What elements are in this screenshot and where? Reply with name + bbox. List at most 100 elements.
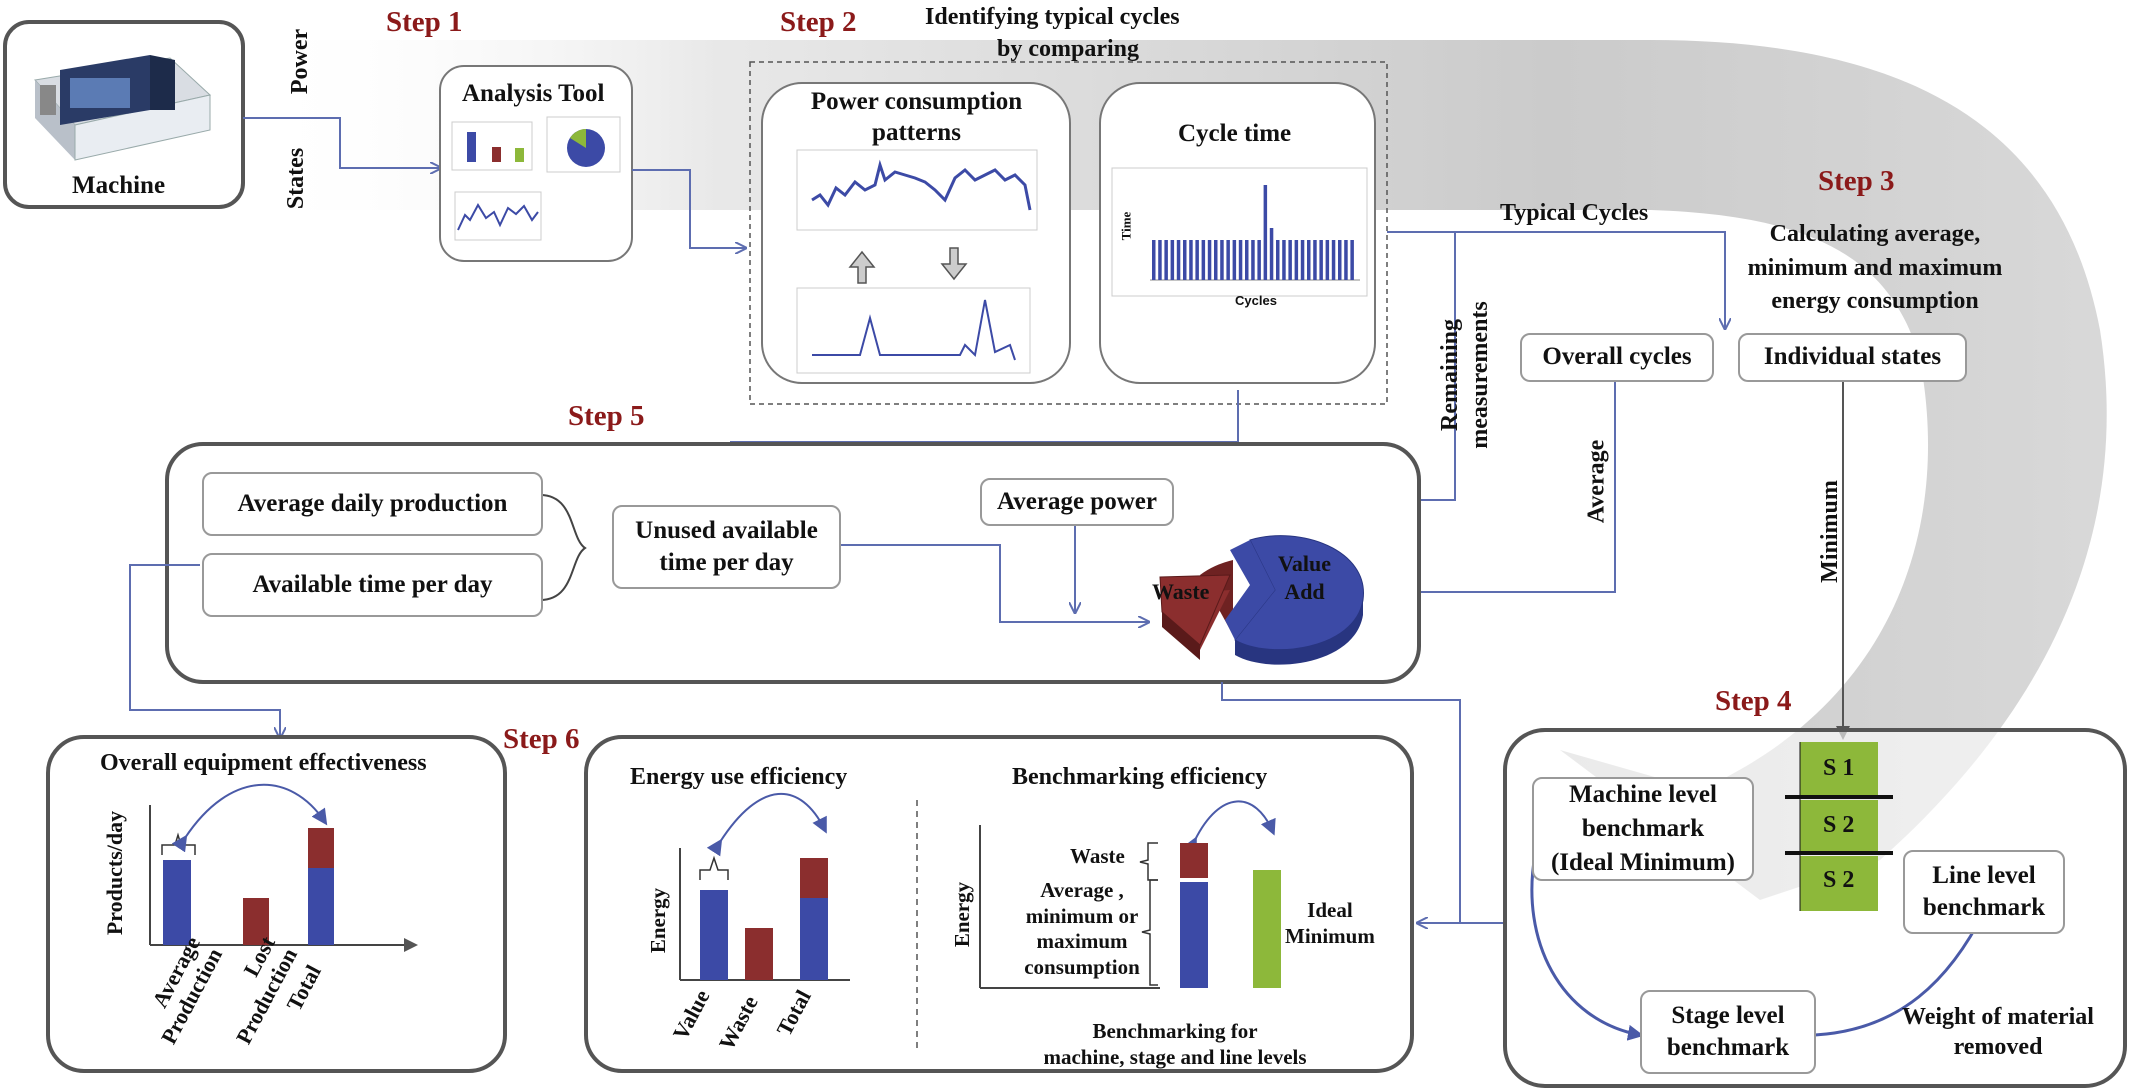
step6-box — [584, 735, 1414, 1073]
energy-bar-total-waste — [800, 858, 828, 898]
cycle-bar-5 — [1176, 240, 1181, 280]
power-title-line2: patterns — [872, 119, 961, 147]
power-consumption-box — [761, 82, 1071, 384]
weight-removed-label: Weight of material removed — [1888, 1002, 2108, 1062]
bench-eff-ylabel: Energy — [950, 881, 975, 948]
average-label: Average — [1583, 439, 1610, 524]
oee-bar-total-value — [308, 868, 334, 945]
oee-title: Overall equipment effectiveness — [100, 750, 427, 776]
unused-time-box: Unused available time per day — [612, 505, 841, 589]
cycle-bar-25 — [1300, 240, 1305, 280]
bench-bar-average — [1180, 882, 1208, 988]
cycle-bar-30 — [1331, 240, 1336, 280]
oee-bar-total-waste — [308, 828, 334, 868]
calc-line3: energy consumption — [1771, 288, 1979, 315]
power-title-line1: Power consumption — [810, 88, 1023, 115]
energy-curved-arrow — [706, 793, 827, 857]
cycle-bar-22 — [1282, 240, 1286, 280]
oee-bar-lost-production — [243, 898, 269, 945]
cycle-bar-12 — [1220, 240, 1224, 280]
step4-label: Step 4 — [1715, 685, 1792, 717]
cycle-bar-29 — [1325, 240, 1330, 280]
calc-line1: Calculating average, — [1769, 221, 1981, 247]
step2-header-line2: by comparing — [997, 36, 1140, 62]
remaining-line2: measurements — [1467, 301, 1493, 449]
step2-label: Step 2 — [780, 6, 857, 38]
weight-line1: Weight of material — [1902, 1004, 2094, 1030]
machine-box — [3, 20, 245, 209]
cycle-time-chart — [1111, 167, 1368, 297]
energy-bar-value — [700, 890, 728, 980]
cycle-bar-20 — [1269, 228, 1274, 280]
waste-value-pie — [1159, 535, 1364, 665]
bench-bar-ideal-minimum — [1253, 870, 1281, 988]
oee-ylabel: Products/day — [102, 810, 128, 936]
stage-benchmark-box: Stage level benchmark — [1640, 990, 1816, 1074]
power-pattern-line-top — [811, 159, 1032, 211]
bench-ideal-line1: Ideal — [1307, 898, 1353, 922]
bench-footer: Benchmarking for machine, stage and line… — [1005, 1018, 1345, 1071]
analysis-tool-title: Analysis Tool — [462, 80, 605, 107]
value-add-line2: Add — [1284, 578, 1325, 604]
typical-cycles-label: Typical Cycles — [1500, 200, 1649, 226]
oee-box — [46, 735, 507, 1073]
updown-arrows-icon — [848, 247, 968, 284]
power-pattern-line-bottom — [812, 299, 1016, 361]
state-stack — [1785, 742, 1893, 911]
bench-avg-line2: minimum or — [1025, 903, 1139, 928]
power-pattern-chart-top — [796, 149, 1038, 231]
individual-states-box: Individual states — [1738, 333, 1967, 382]
energy-bar-total-value — [800, 898, 828, 980]
cycle-bar-1 — [1152, 240, 1156, 280]
cycle-bar-3 — [1164, 240, 1168, 280]
cycle-chart-xlabel: Cycles — [1235, 293, 1277, 308]
oee-curved-arrow — [171, 783, 328, 853]
remaining-measurements-label: Remaining measurements — [1435, 295, 1495, 455]
stage-bm-line1: Stage level — [1671, 1001, 1785, 1029]
available-time-box: Available time per day — [202, 553, 543, 617]
state-s1-label: S 1 — [1823, 755, 1855, 781]
lower-connectors — [129, 564, 1505, 923]
unused-line2: time per day — [659, 549, 794, 576]
state-s3-label: S 2 — [1823, 867, 1855, 893]
average-power-box: Average power — [980, 478, 1174, 526]
avg-daily-production-box: Average daily production — [202, 472, 543, 536]
bench-avg-line3: maximum — [1036, 929, 1128, 954]
cycle-bar-4 — [1170, 240, 1175, 280]
value-add-line1: Value — [1278, 551, 1331, 576]
arrow-machine-to-analysis — [243, 117, 440, 168]
cycle-bar-16 — [1245, 240, 1249, 280]
energy-eff-ylabel: Energy — [646, 887, 671, 954]
bench-ideal-label: Ideal Minimum — [1285, 897, 1375, 950]
step2-header-line1: Identifying typical cycles — [925, 4, 1180, 30]
calc-text: Calculating average, minimum and maximum… — [1735, 218, 2015, 319]
bracket-icon — [539, 494, 587, 601]
bench-brace-average — [1141, 879, 1158, 986]
bench-eff-title: Benchmarking efficiency — [1012, 764, 1268, 790]
power-label: Power — [287, 28, 314, 95]
cycle-bar-15 — [1238, 240, 1243, 280]
machine-label: Machine — [72, 172, 166, 199]
stage-bm-line2: benchmark — [1666, 1034, 1790, 1061]
cycle-bar-19 — [1263, 185, 1268, 280]
cycle-bar-10 — [1207, 240, 1212, 280]
step5-label: Step 5 — [568, 400, 645, 432]
minimum-label: Minimum — [1816, 480, 1843, 583]
cycle-bar-27 — [1313, 240, 1317, 280]
cycle-bar-17 — [1251, 240, 1255, 280]
cycle-bar-31 — [1338, 240, 1342, 280]
calc-line2: minimum and maximum — [1747, 254, 2003, 281]
bench-waste-label: Waste — [1070, 844, 1125, 868]
oee-bar-average-production — [163, 860, 191, 945]
energy-bars — [700, 858, 828, 980]
bench-brace-waste — [1139, 842, 1158, 881]
bench-footer-line1: Benchmarking for — [1092, 1019, 1258, 1043]
machine-icon — [34, 55, 212, 161]
energy-bar-waste — [745, 928, 773, 980]
cycle-bar-33 — [1350, 240, 1354, 280]
line-bm-line2: benchmark — [1922, 894, 2046, 921]
power-consumption-title: Power consumption patterns — [804, 86, 1029, 149]
step1-label: Step 1 — [386, 6, 463, 38]
cycle-chart-ylabel: Time — [1118, 211, 1134, 241]
bench-ideal-line2: Minimum — [1285, 924, 1375, 949]
